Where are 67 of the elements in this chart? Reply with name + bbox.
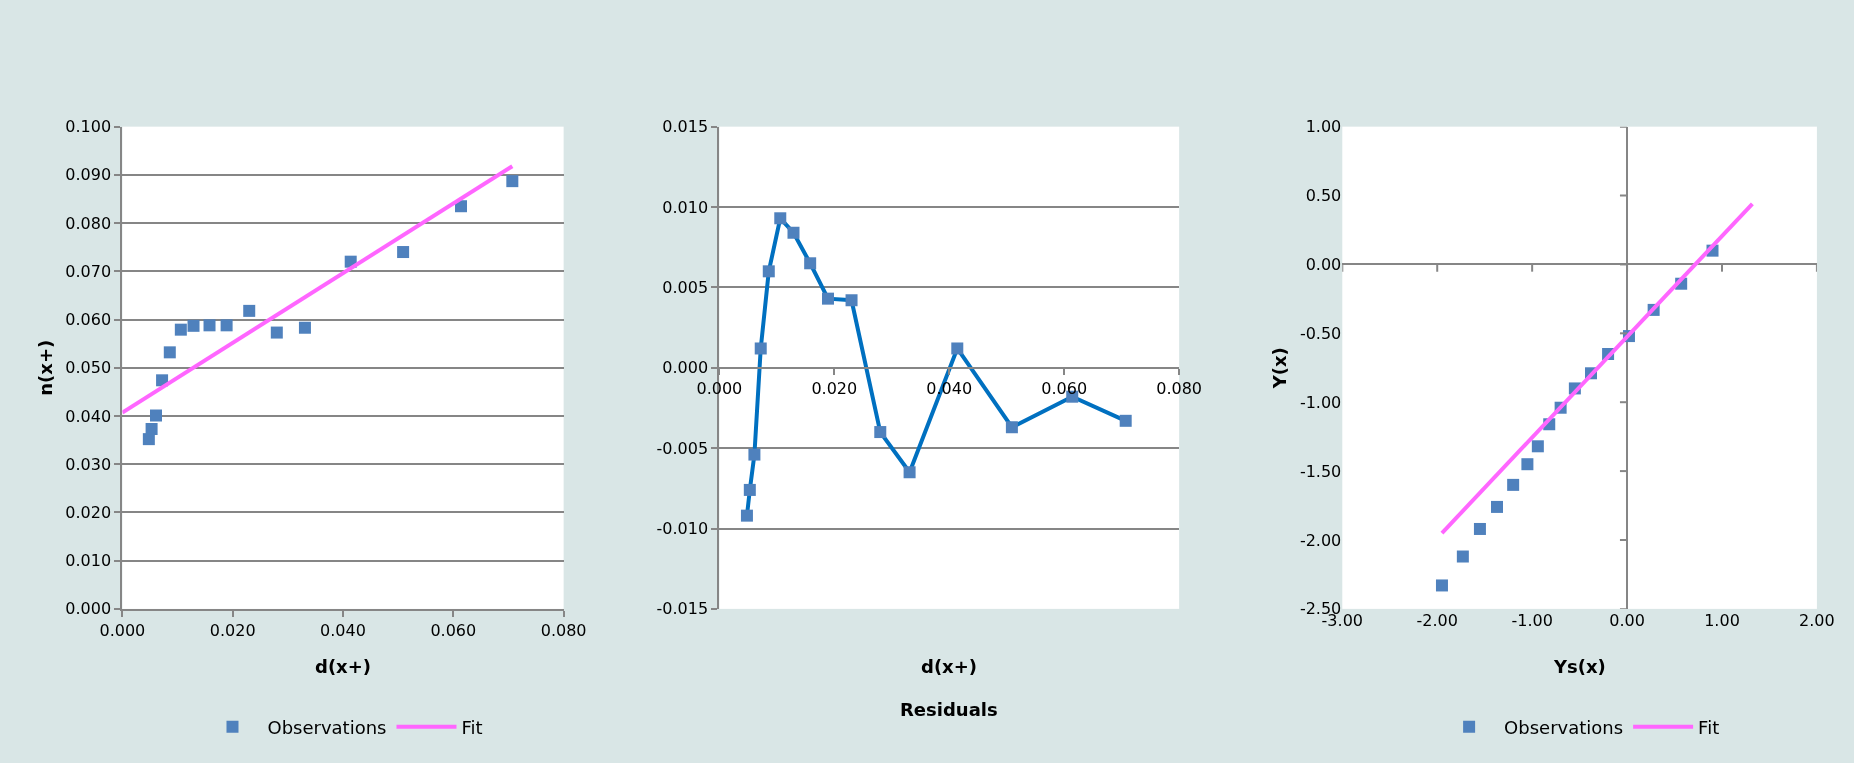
- point: [243, 304, 256, 317]
- point: [1531, 440, 1544, 453]
- y-tick-label: 0.005: [662, 278, 709, 297]
- point: [220, 319, 233, 332]
- y-tick-label: 0.100: [65, 117, 112, 137]
- x-tick-label: 0.000: [696, 378, 743, 398]
- x-tick-label: 2.00: [1799, 610, 1835, 630]
- text: Residuals: [900, 699, 998, 720]
- point: [145, 423, 158, 436]
- point: [270, 326, 283, 339]
- x-tick-label: 0.000: [99, 621, 146, 641]
- point: [1473, 522, 1486, 535]
- y-tick-label: -1.50: [1299, 461, 1342, 481]
- legend-label: Fit: [1698, 716, 1720, 738]
- legend-label: Observations: [267, 716, 387, 738]
- y-tick-label: 0.010: [65, 551, 112, 571]
- y-tick-label: 1.00: [1305, 117, 1342, 137]
- legend-label: Fit: [461, 716, 483, 738]
- point: [298, 321, 311, 334]
- point: [1521, 458, 1534, 471]
- y-tick-label: -0.50: [1299, 323, 1342, 343]
- point: [187, 319, 200, 332]
- x-tick-label: 0.040: [320, 621, 366, 641]
- y-tick-label: 0.050: [65, 358, 112, 378]
- y-tick-label: 0.015: [662, 117, 709, 137]
- x-tick-label: 1.00: [1704, 610, 1740, 630]
- y-tick-label: -0.005: [656, 438, 709, 458]
- y-tick-label: 0.010: [662, 197, 709, 217]
- x-axis-title: d(x+): [315, 656, 372, 677]
- point: [506, 175, 519, 188]
- point: [174, 323, 187, 336]
- y-tick-label: 0.080: [65, 213, 112, 233]
- x-tick-label: 0.020: [811, 378, 858, 398]
- y-tick-label: 0.000: [662, 358, 709, 378]
- legend-label: Observations: [1504, 716, 1624, 738]
- y-axis-title: n(x+): [35, 339, 57, 396]
- y-tick-label: -1.00: [1299, 392, 1342, 412]
- x-axis-title: Ys(x): [1553, 656, 1606, 677]
- x-tick-label: -2.00: [1416, 610, 1458, 630]
- y-tick-label: 0.030: [65, 454, 112, 474]
- point: [1435, 579, 1448, 592]
- y-axis-title: Y(x): [1269, 347, 1291, 390]
- y-tick-label: 0.00: [1305, 255, 1342, 275]
- y-tick-label: -2.00: [1299, 530, 1342, 550]
- point: [397, 246, 410, 259]
- y-tick-label: 0.020: [65, 503, 112, 523]
- y-tick-label: 0.090: [65, 165, 112, 185]
- x-axis-title: d(x+): [921, 656, 978, 677]
- y-tick-label: 0.040: [65, 406, 112, 426]
- x-tick-label: 0.020: [209, 621, 256, 641]
- x-tick-label: 0.060: [430, 621, 477, 641]
- x-tick-label: -1.00: [1511, 610, 1553, 630]
- point: [163, 346, 176, 359]
- y-tick-label: 0.50: [1305, 186, 1342, 206]
- point: [1491, 500, 1504, 513]
- x-tick-label: 0.060: [1041, 378, 1088, 398]
- point: [1456, 550, 1469, 563]
- point: [1507, 478, 1520, 491]
- y-tick-label: -0.015: [656, 599, 709, 619]
- y-tick-label: 0.060: [65, 310, 112, 330]
- y-tick-label: -0.010: [656, 519, 709, 539]
- x-tick-label: 0.00: [1609, 610, 1645, 630]
- y-tick-label: 0.070: [65, 261, 112, 281]
- x-tick-label: 0.080: [1156, 378, 1203, 398]
- point: [203, 319, 216, 332]
- point: [150, 409, 163, 422]
- x-tick-label: 0.080: [540, 621, 587, 641]
